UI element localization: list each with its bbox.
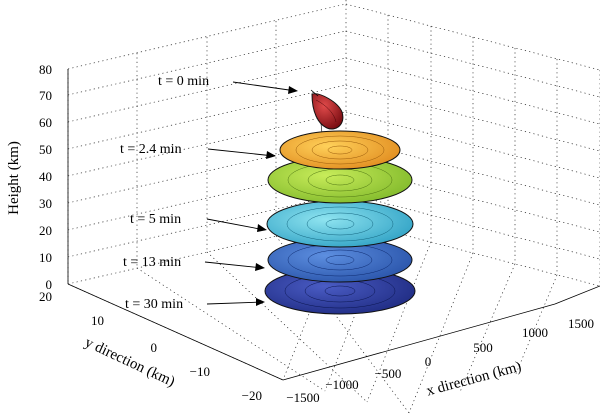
z-axis-label: Height (km): [6, 141, 22, 215]
x-tick: 1000: [522, 325, 548, 340]
surface-layers: [264, 89, 416, 315]
label-t30: t = 30 min: [125, 297, 183, 312]
z-tick: 50: [39, 142, 52, 157]
z-tick: 20: [39, 223, 52, 238]
x-tick: −1500: [286, 390, 319, 405]
annotation-labels: t = 0 min t = 2.4 min t = 5 min t = 13 m…: [120, 74, 209, 312]
y-axis-label: y direction (km): [82, 335, 177, 391]
z-tick: 10: [39, 250, 52, 265]
y-tick: −10: [190, 364, 210, 379]
y-tick: 0: [151, 340, 158, 355]
x-tick: 500: [473, 340, 493, 355]
x-axis-ticks: −1500 −1000 −500 0 500 1000 1500: [286, 316, 594, 405]
y-tick: 10: [91, 313, 104, 328]
layer-t30: [264, 267, 416, 315]
axes-frame: [67, 69, 600, 381]
x-tick: −500: [375, 366, 402, 381]
y-tick: 20: [39, 289, 52, 304]
layer-t2-4: [279, 130, 401, 170]
layer-t5: [266, 200, 414, 248]
x-tick: 1500: [568, 316, 594, 331]
x-tick: 0: [425, 354, 432, 369]
label-t13: t = 13 min: [123, 255, 181, 270]
z-tick: 60: [39, 115, 52, 130]
z-tick: 40: [39, 169, 52, 184]
y-tick: −20: [242, 388, 262, 403]
z-axis-ticks: 0 10 20 30 40 50 60 70 80: [39, 62, 52, 292]
label-t0: t = 0 min: [158, 74, 209, 89]
z-tick: 80: [39, 62, 52, 77]
label-t2-4: t = 2.4 min: [120, 142, 182, 157]
x-axis-label: x direction (km): [425, 359, 523, 400]
x-tick: −1000: [325, 377, 358, 392]
z-tick: 0: [46, 277, 53, 292]
annotation-arrows: [204, 81, 298, 306]
label-t5: t = 5 min: [130, 212, 181, 227]
y-axis-ticks: 20 10 0 −10 −20: [39, 289, 262, 403]
layer-t0: [310, 89, 344, 130]
z-tick: 30: [39, 196, 52, 211]
z-tick: 70: [39, 88, 52, 103]
